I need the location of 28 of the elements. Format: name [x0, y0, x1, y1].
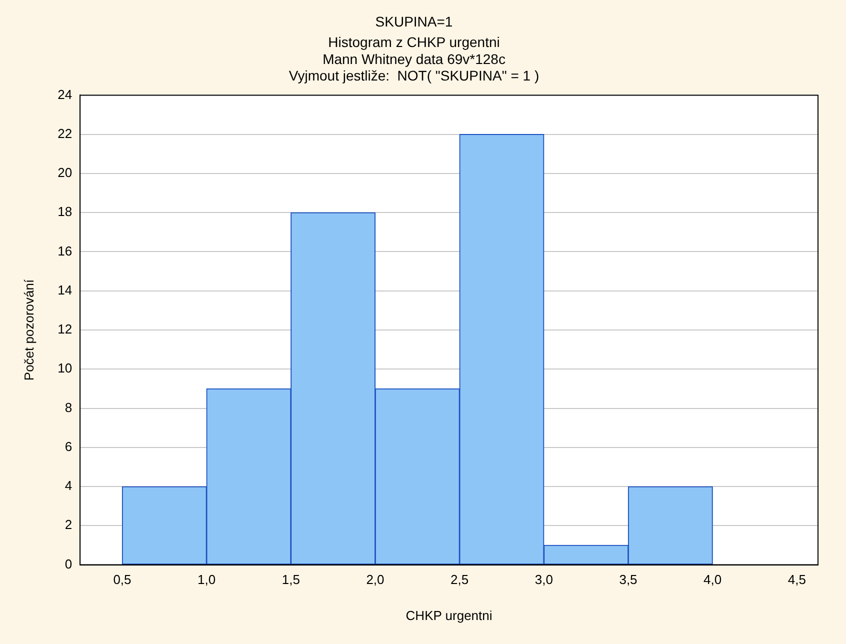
text: Mann Whitney data 69v*128c: [322, 50, 506, 67]
x-tick-label: 3,5: [619, 572, 638, 588]
y-axis-title: Počet pozorování: [21, 279, 36, 381]
y-tick-label: 2: [64, 517, 72, 532]
y-tick-label: 14: [58, 282, 72, 298]
x-tick-label: 1,0: [198, 572, 216, 588]
x-tick-label: 3,0: [534, 572, 553, 588]
y-tick-label: 20: [58, 165, 72, 180]
y-tick-label: 4: [64, 478, 72, 494]
y-tick-label: 10: [58, 360, 72, 376]
y-tick-label: 6: [64, 438, 72, 454]
y-tick-label: 24: [58, 86, 72, 102]
chart-subtitle: Histogram z CHKP urgentni: [328, 34, 500, 50]
x-tick-label: 1,5: [282, 572, 300, 588]
x-tick-label: 4,5: [788, 572, 806, 588]
x-tick-label: 4,0: [704, 572, 722, 588]
x-tick-label: 2,0: [366, 572, 384, 588]
y-tick-label: 0: [64, 556, 72, 572]
y-tick-label: 16: [58, 243, 72, 258]
x-axis-title: CHKP urgentni: [406, 608, 492, 623]
x-tick-label: 2,5: [450, 572, 469, 588]
text: Vyjmout jestliže: NOT( "SKUPINA" = 1 ): [288, 68, 540, 84]
y-tick-label: 8: [64, 400, 72, 415]
chart-title: SKUPINA=1: [375, 13, 453, 30]
y-tick-label: 18: [58, 204, 72, 220]
x-tick-label: 0,5: [113, 572, 132, 588]
y-tick-label: 12: [58, 322, 72, 337]
y-tick-label: 22: [58, 126, 72, 141]
